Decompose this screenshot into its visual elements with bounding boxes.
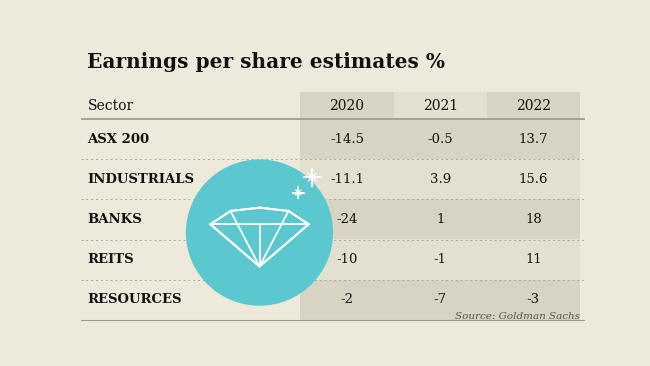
Bar bbox=[487, 280, 580, 320]
Bar bbox=[393, 280, 487, 320]
Bar bbox=[81, 280, 300, 320]
Text: REITS: REITS bbox=[88, 253, 134, 266]
Text: -1: -1 bbox=[434, 253, 447, 266]
Text: 3.9: 3.9 bbox=[430, 173, 451, 186]
Bar bbox=[393, 160, 487, 199]
Text: INDUSTRIALS: INDUSTRIALS bbox=[88, 173, 194, 186]
Bar bbox=[300, 280, 394, 320]
Text: 2022: 2022 bbox=[516, 98, 551, 112]
Text: 1: 1 bbox=[436, 213, 445, 226]
Bar bbox=[300, 119, 394, 160]
Text: 13.7: 13.7 bbox=[519, 133, 548, 146]
Text: 15.6: 15.6 bbox=[519, 173, 548, 186]
Text: ASX 200: ASX 200 bbox=[88, 133, 150, 146]
Text: 18: 18 bbox=[525, 213, 541, 226]
Text: BANKS: BANKS bbox=[88, 213, 142, 226]
Bar bbox=[81, 92, 300, 119]
Bar bbox=[393, 119, 487, 160]
Text: 2020: 2020 bbox=[330, 98, 365, 112]
Bar bbox=[393, 199, 487, 239]
Text: 11: 11 bbox=[525, 253, 541, 266]
Bar bbox=[81, 119, 300, 160]
Text: -10: -10 bbox=[336, 253, 358, 266]
Text: -3: -3 bbox=[526, 293, 540, 306]
Text: -2: -2 bbox=[341, 293, 354, 306]
Text: Source: Goldman Sachs: Source: Goldman Sachs bbox=[456, 312, 580, 321]
Text: Sector: Sector bbox=[88, 98, 134, 112]
Text: 2021: 2021 bbox=[422, 98, 458, 112]
Text: -0.5: -0.5 bbox=[427, 133, 453, 146]
Bar bbox=[81, 199, 300, 239]
Text: -24: -24 bbox=[336, 213, 358, 226]
Text: -11.1: -11.1 bbox=[330, 173, 364, 186]
Bar bbox=[393, 92, 487, 119]
Bar bbox=[300, 199, 394, 239]
Text: Earnings per share estimates %: Earnings per share estimates % bbox=[88, 52, 445, 72]
Text: RESOURCES: RESOURCES bbox=[88, 293, 182, 306]
Bar bbox=[81, 239, 300, 280]
Bar bbox=[300, 239, 394, 280]
Bar bbox=[300, 160, 394, 199]
Bar bbox=[300, 92, 394, 119]
Circle shape bbox=[186, 160, 333, 306]
Text: -7: -7 bbox=[434, 293, 447, 306]
Text: -14.5: -14.5 bbox=[330, 133, 364, 146]
Bar bbox=[487, 239, 580, 280]
Bar bbox=[81, 160, 300, 199]
Bar bbox=[487, 119, 580, 160]
Bar bbox=[487, 199, 580, 239]
Bar bbox=[393, 239, 487, 280]
Bar bbox=[487, 160, 580, 199]
Bar bbox=[487, 92, 580, 119]
